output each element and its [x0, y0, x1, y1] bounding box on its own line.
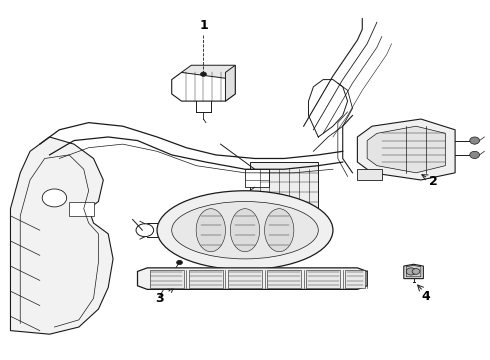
Ellipse shape: [265, 209, 294, 252]
Polygon shape: [267, 270, 301, 288]
Polygon shape: [367, 126, 445, 173]
Polygon shape: [10, 137, 113, 334]
Ellipse shape: [230, 209, 260, 252]
Circle shape: [406, 268, 416, 275]
Ellipse shape: [172, 202, 318, 259]
Polygon shape: [69, 202, 94, 216]
Polygon shape: [181, 65, 235, 80]
Polygon shape: [245, 169, 270, 187]
Polygon shape: [357, 169, 382, 180]
Polygon shape: [406, 265, 421, 277]
Ellipse shape: [157, 191, 333, 270]
Polygon shape: [138, 268, 367, 289]
Circle shape: [412, 269, 420, 274]
Polygon shape: [306, 270, 340, 288]
Circle shape: [176, 260, 182, 265]
Text: 4: 4: [421, 290, 430, 303]
Circle shape: [136, 224, 154, 237]
Text: 1: 1: [199, 19, 208, 32]
Polygon shape: [150, 270, 184, 288]
Polygon shape: [225, 65, 235, 101]
Circle shape: [470, 137, 480, 144]
Polygon shape: [345, 270, 365, 288]
Polygon shape: [228, 270, 262, 288]
Polygon shape: [357, 119, 455, 180]
Polygon shape: [404, 264, 423, 279]
Circle shape: [42, 189, 67, 207]
Text: 2: 2: [429, 175, 438, 188]
Ellipse shape: [196, 209, 225, 252]
Polygon shape: [172, 72, 235, 101]
Polygon shape: [250, 162, 318, 212]
Text: 3: 3: [155, 292, 164, 305]
Polygon shape: [189, 270, 223, 288]
Circle shape: [470, 151, 480, 158]
Circle shape: [200, 72, 206, 76]
